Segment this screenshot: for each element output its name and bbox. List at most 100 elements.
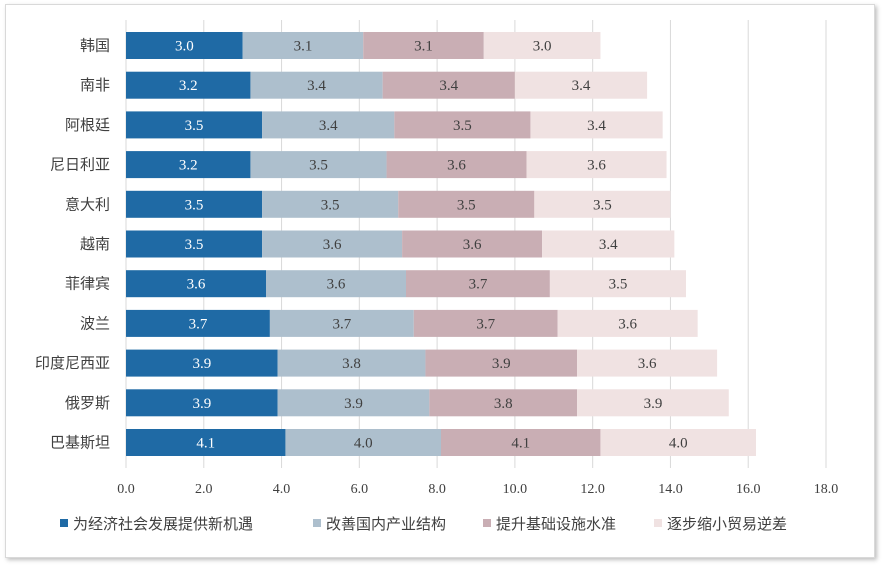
data-label: 3.7 bbox=[189, 316, 208, 332]
data-label: 3.6 bbox=[323, 237, 342, 253]
category-label: 俄罗斯 bbox=[65, 394, 110, 412]
data-label: 3.6 bbox=[587, 158, 606, 174]
legend-swatch bbox=[483, 519, 491, 527]
bar-segment bbox=[577, 349, 718, 377]
category-label: 印度尼西亚 bbox=[35, 354, 110, 372]
bar-segment bbox=[277, 349, 426, 377]
bar-segment bbox=[266, 270, 406, 298]
data-label: 3.9 bbox=[644, 396, 663, 412]
data-label: 4.1 bbox=[196, 436, 215, 452]
data-label: 3.2 bbox=[179, 158, 198, 174]
data-label: 3.6 bbox=[447, 158, 466, 174]
bar-segment bbox=[425, 349, 578, 377]
data-label: 3.5 bbox=[185, 237, 204, 253]
data-label: 3.4 bbox=[307, 78, 326, 94]
data-label: 3.5 bbox=[453, 118, 472, 134]
bar-segment bbox=[530, 111, 663, 139]
legend-swatch bbox=[313, 519, 321, 527]
bar-segment bbox=[126, 270, 266, 298]
legend-label: 改善国内产业结构 bbox=[326, 515, 446, 533]
bar-segment bbox=[126, 32, 243, 59]
bar-segment bbox=[382, 71, 515, 99]
legend-label: 提升基础设施水准 bbox=[496, 515, 616, 533]
data-label: 3.6 bbox=[327, 277, 346, 293]
data-label: 3.0 bbox=[175, 39, 194, 55]
bar-segment bbox=[549, 270, 686, 298]
data-label: 3.5 bbox=[593, 197, 612, 213]
bar-segment bbox=[402, 230, 543, 258]
x-tick-label: 12.0 bbox=[580, 482, 605, 497]
data-label: 4.0 bbox=[354, 436, 373, 452]
data-label: 3.5 bbox=[185, 197, 204, 213]
data-label: 3.6 bbox=[187, 277, 206, 293]
category-label: 巴基斯坦 bbox=[50, 434, 110, 452]
bar-segment bbox=[126, 151, 251, 179]
data-label: 3.8 bbox=[494, 396, 513, 412]
legend-label: 逐步缩小贸易逆差 bbox=[667, 515, 787, 533]
data-label: 3.4 bbox=[587, 118, 606, 134]
bar-segment bbox=[126, 349, 278, 377]
data-label: 3.0 bbox=[533, 39, 552, 55]
data-label: 3.8 bbox=[342, 356, 361, 372]
data-label: 3.4 bbox=[439, 78, 458, 94]
bar-segment bbox=[413, 309, 558, 337]
bar-segment bbox=[514, 71, 648, 99]
x-tick-label: 18.0 bbox=[814, 482, 839, 497]
legend-swatch bbox=[654, 519, 662, 527]
x-tick-label: 6.0 bbox=[351, 482, 369, 497]
category-label: 越南 bbox=[80, 235, 110, 253]
x-tick-label: 2.0 bbox=[195, 482, 213, 497]
bar-segment bbox=[406, 270, 550, 298]
data-label: 3.4 bbox=[599, 237, 618, 253]
data-label: 3.5 bbox=[609, 277, 628, 293]
category-label: 尼日利亚 bbox=[50, 156, 110, 174]
data-label: 3.6 bbox=[618, 316, 637, 332]
data-label: 3.5 bbox=[457, 197, 476, 213]
x-tick-label: 0.0 bbox=[117, 482, 135, 497]
category-label: 韩国 bbox=[80, 37, 110, 55]
data-label: 3.9 bbox=[192, 356, 211, 372]
legend-swatch bbox=[60, 519, 68, 527]
bar-segment bbox=[250, 71, 383, 99]
legend-label: 为经济社会发展提供新机遇 bbox=[73, 515, 253, 533]
data-label: 3.4 bbox=[319, 118, 338, 134]
data-label: 4.0 bbox=[669, 436, 688, 452]
bar-segment bbox=[429, 389, 578, 417]
bar-segment bbox=[577, 389, 729, 417]
data-label: 3.1 bbox=[414, 39, 433, 55]
bar-segment bbox=[126, 389, 278, 417]
bar-segment bbox=[285, 429, 441, 456]
bar-segment bbox=[483, 32, 601, 59]
data-label: 3.7 bbox=[469, 277, 488, 293]
x-tick-label: 8.0 bbox=[428, 482, 446, 497]
bar-segment bbox=[363, 32, 484, 59]
bar-segment bbox=[277, 389, 430, 417]
bar-segment bbox=[262, 190, 399, 218]
bar-segment bbox=[126, 111, 263, 139]
bar-segment bbox=[542, 230, 675, 258]
bar-segment bbox=[269, 309, 414, 337]
bar-segment bbox=[242, 32, 364, 59]
category-label: 阿根廷 bbox=[65, 116, 110, 134]
bar-segment bbox=[394, 111, 531, 139]
bar-segment bbox=[126, 230, 263, 258]
x-tick-label: 14.0 bbox=[658, 482, 683, 497]
x-tick-label: 4.0 bbox=[273, 482, 291, 497]
bar-segment bbox=[600, 429, 756, 456]
data-label: 3.7 bbox=[476, 316, 495, 332]
x-tick-label: 10.0 bbox=[503, 482, 528, 497]
bar-segment bbox=[250, 151, 387, 179]
bar-segment bbox=[534, 190, 671, 218]
bar-segment bbox=[262, 230, 403, 258]
data-label: 3.4 bbox=[572, 78, 591, 94]
data-label: 3.5 bbox=[321, 197, 340, 213]
bar-segment bbox=[386, 151, 527, 179]
category-label: 南非 bbox=[80, 76, 110, 94]
bar-segment bbox=[526, 151, 667, 179]
data-label: 3.9 bbox=[492, 356, 511, 372]
data-label: 4.1 bbox=[511, 436, 530, 452]
x-tick-label: 16.0 bbox=[736, 482, 761, 497]
category-label: 菲律宾 bbox=[65, 275, 110, 293]
bar-segment bbox=[262, 111, 395, 139]
